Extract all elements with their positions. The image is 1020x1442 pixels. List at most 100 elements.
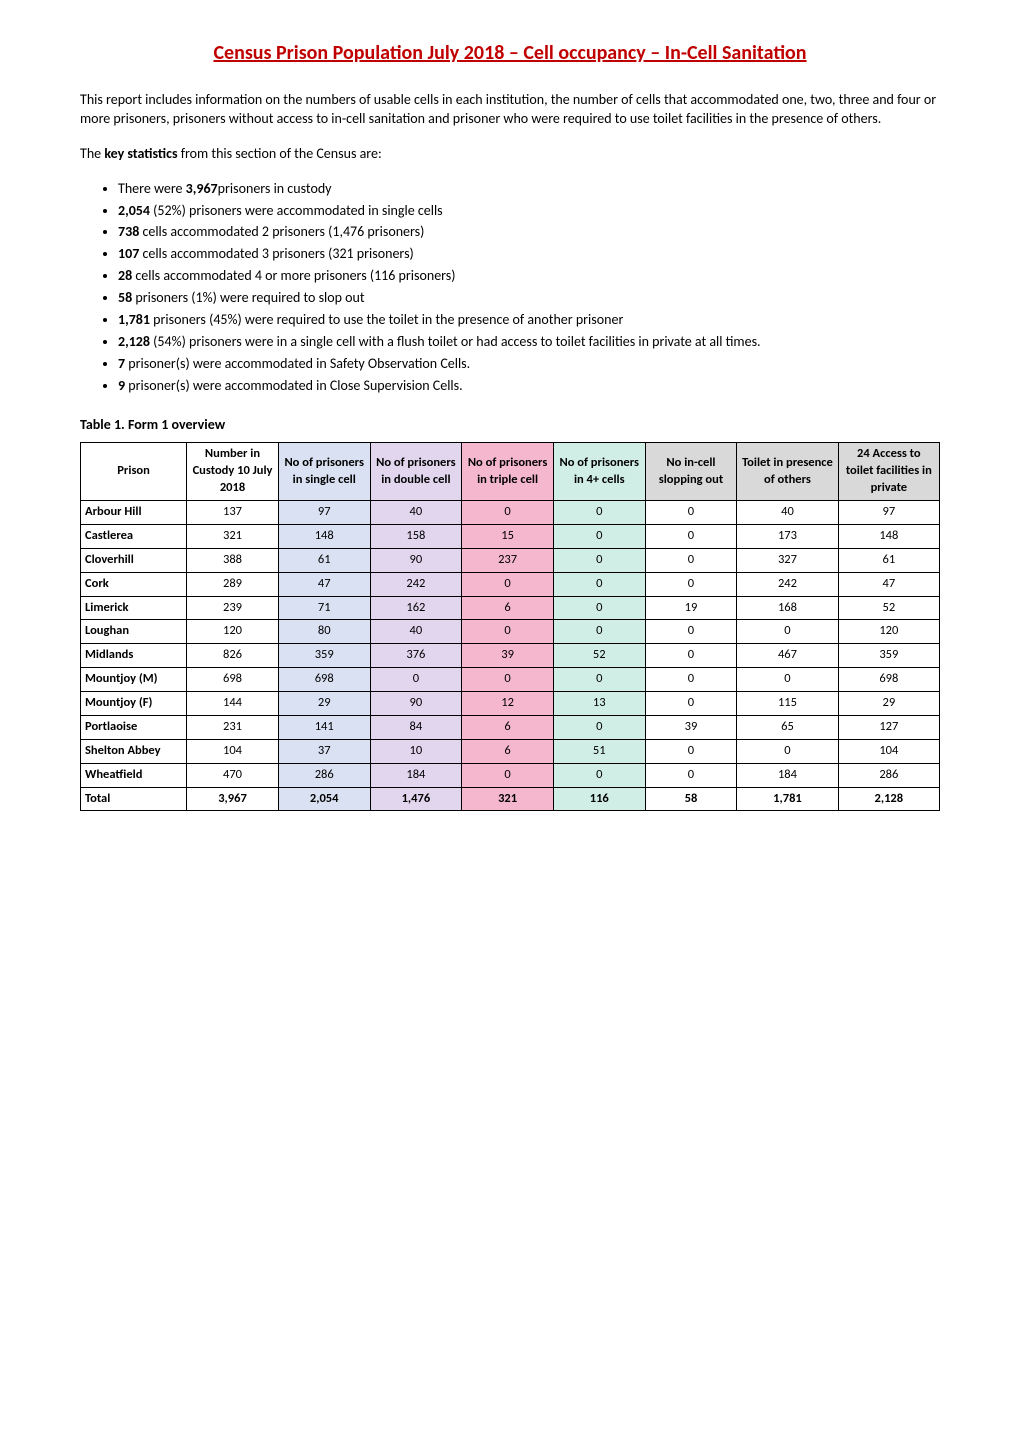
cell-slop: 39 [645,715,737,739]
table-row: Shelton Abbey104371065100104 [81,739,940,763]
list-item: 28 cells accommodated 4 or more prisoner… [118,267,940,286]
list-item: There were 3,967prisoners in custody [118,180,940,199]
cell-four: 0 [553,763,645,787]
bullet-text: (52%) prisoners were accommodated in sin… [150,202,443,219]
bullet-text: cells accommodated 3 prisoners (321 pris… [139,245,414,262]
cell-double: 1,476 [370,787,462,811]
col-single: No of prisoners in single cell [278,443,370,501]
cell-triple: 0 [462,572,554,596]
cell-triple: 0 [462,668,554,692]
cell-presence: 40 [737,501,838,525]
col-access: 24 Access to toilet facilities in privat… [838,443,939,501]
intro-paragraph: This report includes information on the … [80,91,940,129]
cell-number: 289 [187,572,279,596]
cell-triple: 0 [462,620,554,644]
cell-four: 0 [553,548,645,572]
cell-triple: 321 [462,787,554,811]
cell-slop: 0 [645,668,737,692]
cell-triple: 0 [462,501,554,525]
cell-access: 97 [838,501,939,525]
cell-number: 388 [187,548,279,572]
table-row: Limerick23971162601916852 [81,596,940,620]
cell-number: 104 [187,739,279,763]
cell-presence: 173 [737,524,838,548]
table-row: Arbour Hill13797400004097 [81,501,940,525]
bullet-bold: 2,054 [118,202,150,219]
cell-four: 0 [553,620,645,644]
bullet-text: There were [118,180,186,197]
cell-single: 37 [278,739,370,763]
cell-double: 0 [370,668,462,692]
cell-access: 2,128 [838,787,939,811]
cell-presence: 1,781 [737,787,838,811]
list-item: 9 prisoner(s) were accommodated in Close… [118,377,940,396]
cell-access: 120 [838,620,939,644]
list-item: 2,054 (52%) prisoners were accommodated … [118,202,940,221]
keystats-lead-a: The [80,145,104,162]
bullet-bold: 58 [118,289,132,306]
cell-prison: Shelton Abbey [81,739,187,763]
cell-triple: 6 [462,596,554,620]
cell-prison: Portlaoise [81,715,187,739]
cell-four: 51 [553,739,645,763]
cell-slop: 0 [645,739,737,763]
bullet-text: prisoners (1%) were required to slop out [132,289,364,306]
cell-double: 84 [370,715,462,739]
cell-prison: Castlerea [81,524,187,548]
cell-four: 52 [553,644,645,668]
cell-double: 90 [370,548,462,572]
table-row: Cork2894724200024247 [81,572,940,596]
table-row: Midlands82635937639520467359 [81,644,940,668]
page-title: Census Prison Population July 2018 – Cel… [80,40,940,67]
list-item: 7 prisoner(s) were accommodated in Safet… [118,355,940,374]
cell-prison: Mountjoy (F) [81,692,187,716]
bullet-bold: 738 [118,223,139,240]
cell-prison: Midlands [81,644,187,668]
cell-access: 127 [838,715,939,739]
cell-slop: 0 [645,548,737,572]
cell-prison: Loughan [81,620,187,644]
cell-prison: Arbour Hill [81,501,187,525]
cell-triple: 0 [462,763,554,787]
cell-slop: 0 [645,501,737,525]
bullet-text: prisoners in custody [218,180,332,197]
cell-double: 40 [370,620,462,644]
cell-access: 52 [838,596,939,620]
cell-single: 359 [278,644,370,668]
col-double: No of prisoners in double cell [370,443,462,501]
cell-four: 0 [553,501,645,525]
cell-single: 698 [278,668,370,692]
cell-four: 0 [553,596,645,620]
list-item: 2,128 (54%) prisoners were in a single c… [118,333,940,352]
cell-prison: Cork [81,572,187,596]
bullet-bold: 3,967 [186,180,218,197]
bullet-text: cells accommodated 2 prisoners (1,476 pr… [139,223,424,240]
cell-single: 61 [278,548,370,572]
bullet-text: (54%) prisoners were in a single cell wi… [150,333,761,350]
cell-double: 90 [370,692,462,716]
cell-double: 40 [370,501,462,525]
cell-prison: Mountjoy (M) [81,668,187,692]
col-presence: Toilet in presence of others [737,443,838,501]
cell-single: 29 [278,692,370,716]
col-prison: Prison [81,443,187,501]
cell-slop: 0 [645,572,737,596]
cell-access: 148 [838,524,939,548]
cell-double: 242 [370,572,462,596]
cell-single: 148 [278,524,370,548]
bullet-text: prisoner(s) were accommodated in Safety … [125,355,470,372]
cell-presence: 168 [737,596,838,620]
cell-four: 13 [553,692,645,716]
cell-access: 359 [838,644,939,668]
cell-presence: 467 [737,644,838,668]
bullet-bold: 107 [118,245,139,262]
cell-prison: Cloverhill [81,548,187,572]
cell-triple: 12 [462,692,554,716]
cell-slop: 0 [645,644,737,668]
table-row: Loughan12080400000120 [81,620,940,644]
list-item: 58 prisoners (1%) were required to slop … [118,289,940,308]
cell-slop: 19 [645,596,737,620]
cell-four: 0 [553,668,645,692]
table-row: Mountjoy (M)69869800000698 [81,668,940,692]
bullet-text: cells accommodated 4 or more prisoners (… [132,267,455,284]
